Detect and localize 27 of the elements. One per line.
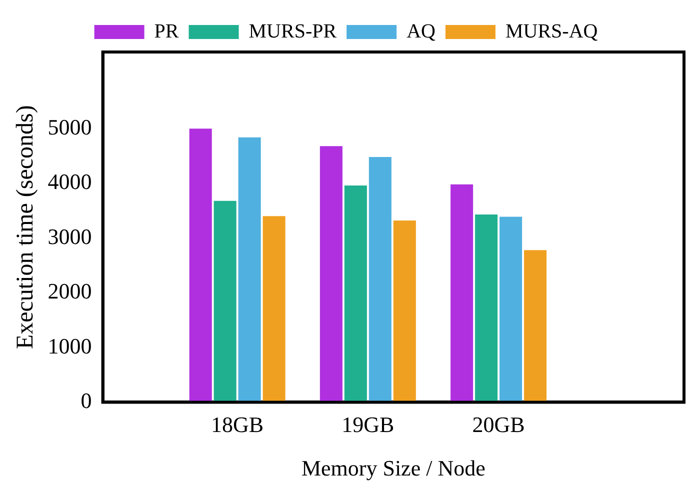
y-tick-label: 2000 [48,278,92,304]
bar [189,128,212,402]
bar [262,216,286,402]
legend-label: AQ [406,20,436,42]
x-tick-label: 20GB [472,412,525,438]
y-tick-label: 4000 [48,169,92,194]
legend-label: PR [154,20,180,42]
legend-label: MURS-AQ [505,20,598,42]
y-tick-label: 5000 [48,114,92,140]
x-tick-label: 19GB [342,412,394,438]
bar [450,184,474,402]
bar [368,157,392,402]
y-axis-title: Execution time (seconds) [12,105,39,350]
bar [344,186,367,402]
x-axis-title: Memory Size / Node [301,456,486,481]
y-tick-label: 0 [80,388,92,413]
bar [393,220,416,402]
bar [475,214,498,402]
bar [214,200,236,402]
bar [500,216,522,402]
y-tick-label: 3000 [48,224,92,249]
x-tick-label: 18GB [211,412,264,438]
bar [524,250,547,402]
bar [320,146,342,402]
bar [238,137,261,402]
legend-label: MURS-PR [248,20,338,42]
y-tick-label: 1000 [48,333,92,358]
